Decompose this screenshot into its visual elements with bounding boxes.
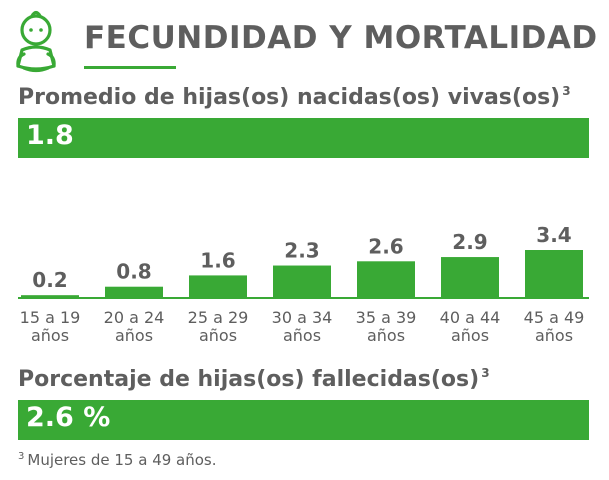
tick-label-7: 45 a 49 años — [524, 308, 585, 345]
fertility-by-age-chart: 0.2 15 a 19 años 0.8 20 a 24 años 1.6 25 a 29 añ… — [18, 223, 589, 345]
bar-2 — [105, 286, 163, 298]
bar-5 — [357, 261, 415, 298]
bar-3 — [189, 275, 247, 298]
data-label-3: 1.6 — [200, 248, 235, 272]
baby-icon — [16, 10, 56, 73]
bar-4 — [273, 265, 331, 298]
data-label-6: 2.9 — [452, 230, 487, 254]
average-footnote-ref: 3 — [562, 84, 571, 98]
mortality-footnote-ref: 3 — [481, 366, 490, 380]
data-label-7: 3.4 — [536, 223, 571, 247]
mortality-label: Porcentaje de hijas(os) fallecidas(os) 3 — [18, 366, 490, 392]
bar-1 — [21, 295, 79, 298]
mortality-bar: 2.6 % — [18, 400, 589, 440]
bar-6 — [441, 257, 499, 298]
footnote-marker: 3 — [18, 451, 25, 462]
average-children-value: 1.8 — [26, 120, 74, 151]
tick-label-3: 25 a 29 años — [188, 308, 249, 345]
average-children-bar: 1.8 — [18, 118, 589, 158]
mortality-value: 2.6 % — [26, 402, 111, 433]
bar-7 — [525, 250, 583, 298]
data-label-2: 0.8 — [116, 260, 151, 284]
footnote: 3 Mujeres de 15 a 49 años. — [18, 451, 217, 469]
tick-label-5: 35 a 39 años — [356, 308, 417, 345]
tick-label-1: 15 a 19 años — [20, 308, 81, 345]
tick-label-4: 30 a 34 años — [272, 308, 333, 345]
tick-label-2: 20 a 24 años — [104, 308, 165, 345]
data-label-1: 0.2 — [32, 268, 67, 292]
data-label-4: 2.3 — [284, 239, 319, 263]
data-label-5: 2.6 — [368, 234, 403, 258]
title-underline — [84, 66, 176, 69]
tick-label-6: 40 a 44 años — [440, 308, 501, 345]
average-children-label: Promedio de hijas(os) nacidas(os) vivas(… — [18, 84, 571, 110]
page-title: FECUNDIDAD Y MORTALIDAD — [84, 20, 598, 56]
